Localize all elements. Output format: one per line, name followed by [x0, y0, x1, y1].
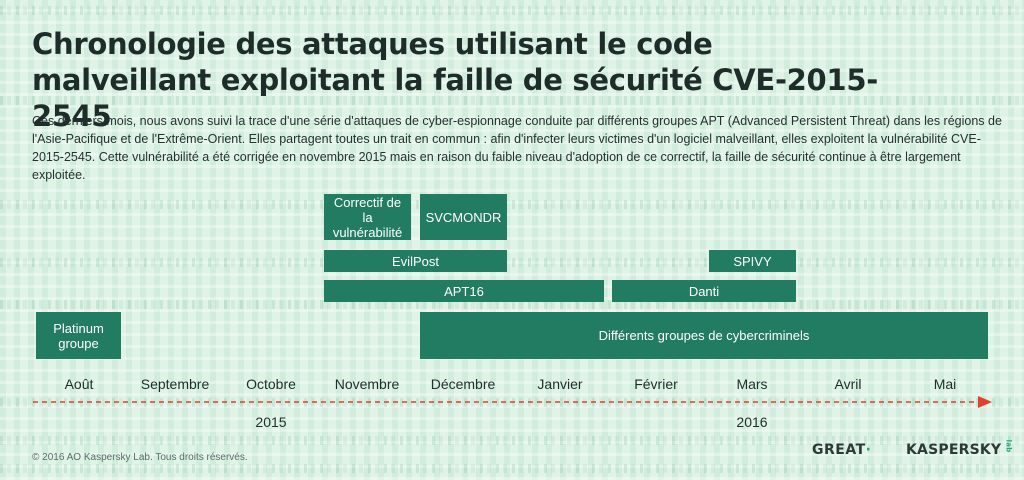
event-danti: Danti: [612, 280, 796, 302]
year-2016: 2016: [736, 414, 768, 430]
event-spivy: SPIVY: [709, 250, 796, 272]
month-label: Mai: [933, 376, 957, 392]
event-apt16: APT16: [324, 280, 604, 302]
event-platinum-label: Platinum groupe: [53, 320, 104, 351]
great-logo-mark: ·: [865, 442, 872, 458]
event-evilpost-label: EvilPost: [392, 253, 439, 269]
month-label: Octobre: [246, 376, 296, 392]
event-correctif: Correctif de la vulnérabilité: [324, 194, 411, 240]
copyright-text: © 2016 AO Kaspersky Lab. Tous droits rés…: [32, 452, 248, 463]
event-cybercrime-label: Différents groupes de cybercriminels: [598, 328, 810, 343]
great-logo-text: GREAT: [812, 442, 866, 458]
event-platinum: Platinum groupe: [36, 312, 121, 359]
month-label: Janvier: [537, 376, 583, 392]
year-2015: 2015: [255, 414, 287, 430]
intro-paragraph: Ces derniers mois, nous avons suivi la t…: [32, 114, 1002, 182]
event-correctif-label: Correctif de la vulnérabilité: [332, 194, 403, 240]
event-cybercrime: Différents groupes de cybercriminels: [420, 312, 988, 359]
timeline-arrowhead: [978, 396, 992, 408]
event-danti-label: Danti: [688, 283, 720, 299]
month-label: Avril: [834, 376, 862, 392]
event-spivy-label: SPIVY: [733, 253, 772, 269]
month-label: Novembre: [334, 376, 400, 392]
event-evilpost: EvilPost: [324, 250, 507, 272]
month-label: Février: [634, 376, 678, 392]
event-svcmondr: SVCMONDR: [420, 194, 507, 240]
month-label: Août: [64, 376, 94, 392]
page-title: Chronologie des attaques utilisant le co…: [32, 27, 878, 133]
month-label: Septembre: [140, 376, 210, 392]
event-apt16-label: APT16: [444, 283, 484, 299]
kaspersky-logo-lab: lab: [1004, 439, 1013, 453]
month-label: Mars: [736, 376, 768, 392]
kaspersky-logo: KASPERSKY lab: [906, 439, 1015, 458]
month-label: Décembre: [430, 376, 496, 392]
great-logo: GREAT·: [812, 442, 871, 458]
event-svcmondr-label: SVCMONDR: [425, 209, 502, 225]
kaspersky-logo-text: KASPERSKY: [906, 442, 1002, 458]
